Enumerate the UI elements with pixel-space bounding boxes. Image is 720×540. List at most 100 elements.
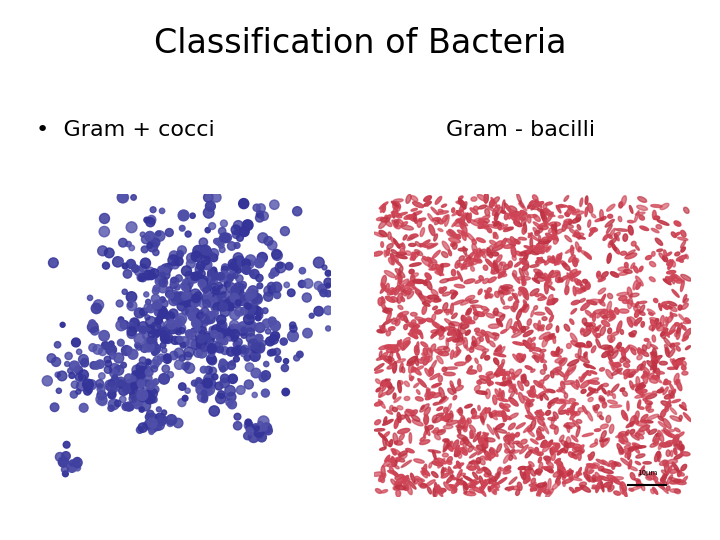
Ellipse shape (487, 225, 500, 228)
Circle shape (256, 315, 261, 321)
Ellipse shape (481, 352, 486, 359)
Ellipse shape (420, 437, 426, 441)
Ellipse shape (589, 470, 594, 474)
Circle shape (81, 359, 89, 367)
Ellipse shape (507, 239, 515, 246)
Ellipse shape (518, 393, 524, 403)
Ellipse shape (546, 462, 553, 467)
Ellipse shape (552, 225, 557, 234)
Circle shape (202, 390, 207, 396)
Ellipse shape (660, 301, 668, 307)
Circle shape (204, 332, 212, 340)
Ellipse shape (502, 410, 507, 421)
Ellipse shape (540, 445, 549, 448)
Circle shape (179, 299, 184, 305)
Ellipse shape (487, 374, 495, 379)
Ellipse shape (663, 387, 668, 395)
Ellipse shape (523, 330, 533, 336)
Ellipse shape (582, 279, 588, 284)
Circle shape (153, 285, 160, 292)
Ellipse shape (634, 309, 639, 318)
Ellipse shape (590, 322, 595, 326)
Circle shape (205, 227, 210, 233)
Ellipse shape (546, 246, 551, 252)
Ellipse shape (526, 400, 530, 407)
Ellipse shape (534, 323, 540, 330)
Ellipse shape (613, 345, 619, 353)
Ellipse shape (647, 414, 659, 420)
Ellipse shape (489, 477, 495, 484)
Circle shape (58, 457, 68, 467)
Circle shape (195, 326, 200, 331)
Circle shape (60, 322, 65, 327)
Ellipse shape (546, 233, 556, 240)
Ellipse shape (436, 413, 444, 416)
Ellipse shape (464, 476, 474, 482)
Ellipse shape (465, 330, 470, 335)
Circle shape (253, 204, 261, 211)
Circle shape (152, 331, 159, 338)
Ellipse shape (554, 271, 559, 273)
Ellipse shape (394, 219, 398, 225)
Circle shape (266, 329, 271, 334)
Ellipse shape (495, 382, 506, 386)
Circle shape (267, 282, 275, 290)
Circle shape (222, 233, 231, 242)
Circle shape (225, 298, 235, 308)
Ellipse shape (499, 269, 504, 273)
Ellipse shape (500, 329, 507, 334)
Circle shape (191, 308, 199, 316)
Ellipse shape (639, 384, 645, 389)
Circle shape (174, 326, 180, 333)
Circle shape (151, 380, 157, 386)
Ellipse shape (651, 489, 654, 494)
Ellipse shape (420, 471, 427, 478)
Ellipse shape (412, 211, 422, 216)
Circle shape (108, 399, 119, 410)
Circle shape (238, 322, 248, 332)
Ellipse shape (503, 437, 510, 444)
Circle shape (194, 348, 203, 357)
Circle shape (186, 339, 195, 348)
Ellipse shape (437, 458, 446, 464)
Ellipse shape (652, 361, 656, 372)
Circle shape (217, 334, 227, 344)
Ellipse shape (559, 470, 564, 475)
Ellipse shape (423, 348, 428, 356)
Ellipse shape (521, 326, 526, 333)
Ellipse shape (676, 255, 687, 261)
Ellipse shape (646, 476, 652, 480)
Ellipse shape (435, 310, 442, 314)
Ellipse shape (651, 205, 662, 207)
Ellipse shape (410, 376, 414, 380)
Circle shape (258, 421, 263, 427)
Ellipse shape (492, 205, 500, 215)
Circle shape (210, 254, 217, 262)
Ellipse shape (378, 298, 383, 306)
Ellipse shape (439, 488, 446, 492)
Ellipse shape (461, 213, 466, 223)
Ellipse shape (492, 263, 496, 274)
Ellipse shape (405, 251, 411, 255)
Circle shape (166, 415, 176, 425)
Ellipse shape (422, 306, 427, 314)
Ellipse shape (459, 215, 466, 224)
Ellipse shape (467, 418, 471, 423)
Ellipse shape (525, 450, 532, 458)
Circle shape (158, 415, 167, 425)
Circle shape (162, 365, 169, 373)
Ellipse shape (523, 268, 528, 275)
Ellipse shape (397, 343, 401, 350)
Circle shape (171, 261, 179, 269)
Ellipse shape (494, 345, 501, 355)
Circle shape (264, 427, 272, 435)
Ellipse shape (570, 245, 574, 255)
Ellipse shape (385, 220, 392, 227)
Ellipse shape (402, 342, 410, 350)
Ellipse shape (662, 470, 667, 474)
Circle shape (76, 373, 83, 381)
Circle shape (166, 312, 175, 320)
Circle shape (147, 388, 158, 399)
Ellipse shape (683, 328, 692, 338)
Ellipse shape (447, 277, 459, 281)
